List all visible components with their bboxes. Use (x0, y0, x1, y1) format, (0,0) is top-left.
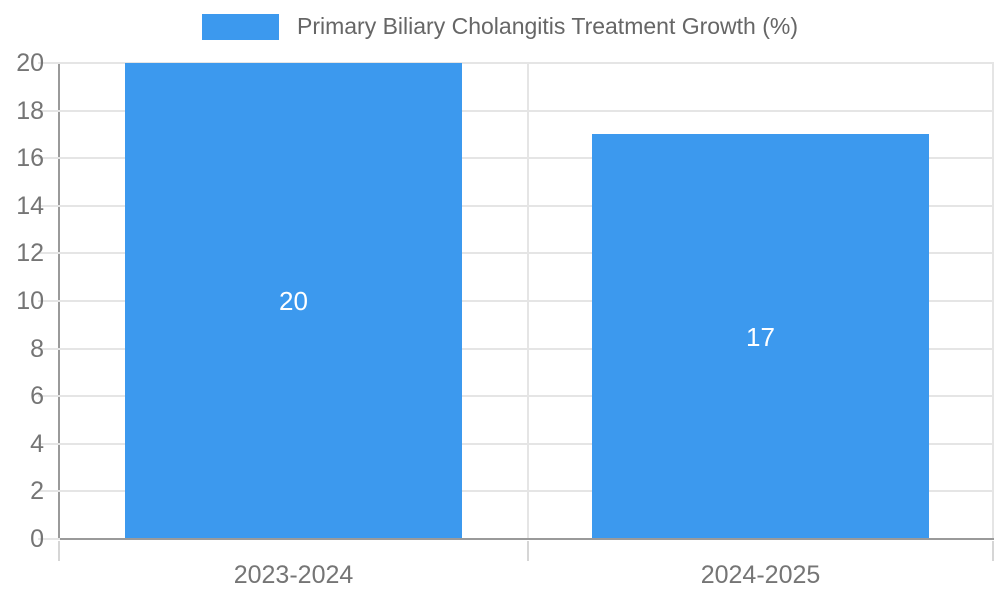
y-tick-mark-0 (38, 538, 60, 540)
y-tick-label-4: 4 (30, 429, 44, 458)
y-tick-mark-20 (38, 62, 60, 64)
x-tick-mark-2 (992, 541, 994, 561)
legend-swatch (201, 13, 279, 40)
y-tick-mark-16 (38, 157, 60, 160)
legend-label: Primary Biliary Cholangitis Treatment Gr… (296, 13, 799, 39)
y-tick-label-12: 12 (16, 239, 44, 268)
y-tick-mark-6 (38, 395, 60, 398)
y-tick-label-14: 14 (16, 191, 44, 220)
x-tick-label-2023-2024: 2023-2024 (233, 561, 354, 589)
plot-area: 20 17 (60, 62, 994, 539)
y-tick-mark-18 (38, 109, 60, 112)
y-tick-mark-10 (38, 300, 60, 302)
y-tick-mark-8 (38, 347, 60, 350)
y-tick-mark-4 (38, 442, 60, 445)
gridline-x-1 (527, 63, 529, 539)
legend: Primary Biliary Cholangitis Treatment Gr… (0, 13, 1000, 40)
y-tick-mark-12 (38, 252, 60, 255)
x-tick-label-2024-2025: 2024-2025 (700, 561, 821, 589)
bar-2024-2025[interactable] (592, 134, 929, 539)
y-tick-mark-2 (38, 490, 60, 493)
legend-item[interactable]: Primary Biliary Cholangitis Treatment Gr… (201, 13, 799, 40)
y-tick-label-16: 16 (16, 144, 44, 173)
x-tick-mark-0 (58, 541, 60, 561)
gridline-x-2 (992, 63, 994, 539)
bar-2023-2024[interactable] (125, 63, 462, 539)
y-tick-label-20: 20 (16, 49, 44, 77)
y-tick-label-2: 2 (30, 477, 44, 506)
x-tick-mark-1 (527, 541, 529, 561)
y-tick-label-6: 6 (30, 382, 44, 411)
y-tick-label-8: 8 (30, 334, 44, 363)
x-axis-line (58, 538, 994, 540)
y-tick-mark-14 (38, 204, 60, 207)
y-tick-label-18: 18 (16, 96, 44, 125)
y-tick-label-10: 10 (16, 287, 44, 315)
y-tick-label-0: 0 (30, 525, 44, 553)
